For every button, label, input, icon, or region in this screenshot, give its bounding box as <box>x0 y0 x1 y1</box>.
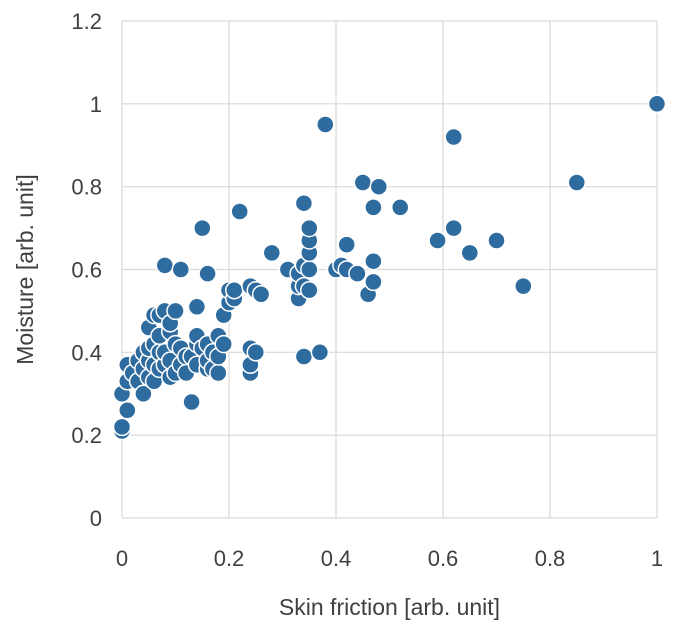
data-point <box>364 198 383 217</box>
data-point <box>187 297 207 317</box>
data-point <box>214 334 233 354</box>
data-point <box>316 115 335 134</box>
x-axis-title: Skin friction [arb. unit] <box>279 594 500 620</box>
x-tick-label: 0.4 <box>321 546 352 571</box>
data-point <box>428 231 447 250</box>
tick-labels: 0 0.2 0.4 0.6 0.8 1 1.2 0 0.2 0.4 0.6 0.8 1 <box>71 9 663 571</box>
x-tick-label: 0.6 <box>428 546 459 571</box>
data-point <box>118 401 137 420</box>
data-point <box>310 343 330 362</box>
data-point <box>300 280 319 300</box>
data-point <box>300 218 319 238</box>
y-tick-label: 0.8 <box>71 175 102 200</box>
y-tick-label: 0 <box>90 506 102 531</box>
data-point <box>647 94 667 114</box>
data-point <box>390 198 410 217</box>
data-point <box>166 301 185 321</box>
data-point <box>209 363 228 383</box>
y-tick-label: 1 <box>90 92 102 117</box>
y-tick-label: 1.2 <box>71 9 102 34</box>
data-point <box>134 384 153 404</box>
data-point <box>112 417 132 437</box>
x-tick-label: 0.2 <box>214 546 245 571</box>
data-point <box>369 177 389 196</box>
data-point <box>155 256 175 275</box>
data-point <box>567 173 587 192</box>
data-point <box>364 272 383 292</box>
x-tick-label: 1 <box>651 546 663 571</box>
data-point <box>230 202 249 221</box>
data-point <box>198 264 217 283</box>
x-tick-label: 0 <box>116 546 128 571</box>
y-tick-label: 0.4 <box>71 340 102 365</box>
data-point <box>300 260 319 279</box>
data-point <box>487 231 506 250</box>
data-point <box>337 235 356 254</box>
data-point <box>353 173 373 192</box>
data-point <box>514 276 533 296</box>
data-point <box>246 343 266 362</box>
data-point <box>171 260 191 279</box>
data-points <box>112 94 667 441</box>
data-point <box>182 392 201 412</box>
y-tick-label: 0.2 <box>71 423 102 448</box>
data-point <box>364 251 383 271</box>
data-point <box>193 218 212 238</box>
data-point <box>225 280 244 300</box>
data-point <box>262 243 282 263</box>
y-axis-title: Moisture [arb. unit] <box>12 174 38 364</box>
data-point <box>348 264 367 283</box>
data-point <box>444 218 463 238</box>
data-point <box>294 347 314 366</box>
x-tick-label: 0.8 <box>535 546 566 571</box>
data-point <box>294 193 314 213</box>
y-tick-label: 0.6 <box>71 258 102 283</box>
data-point <box>444 127 463 147</box>
data-point <box>460 243 480 263</box>
data-point <box>251 285 271 304</box>
